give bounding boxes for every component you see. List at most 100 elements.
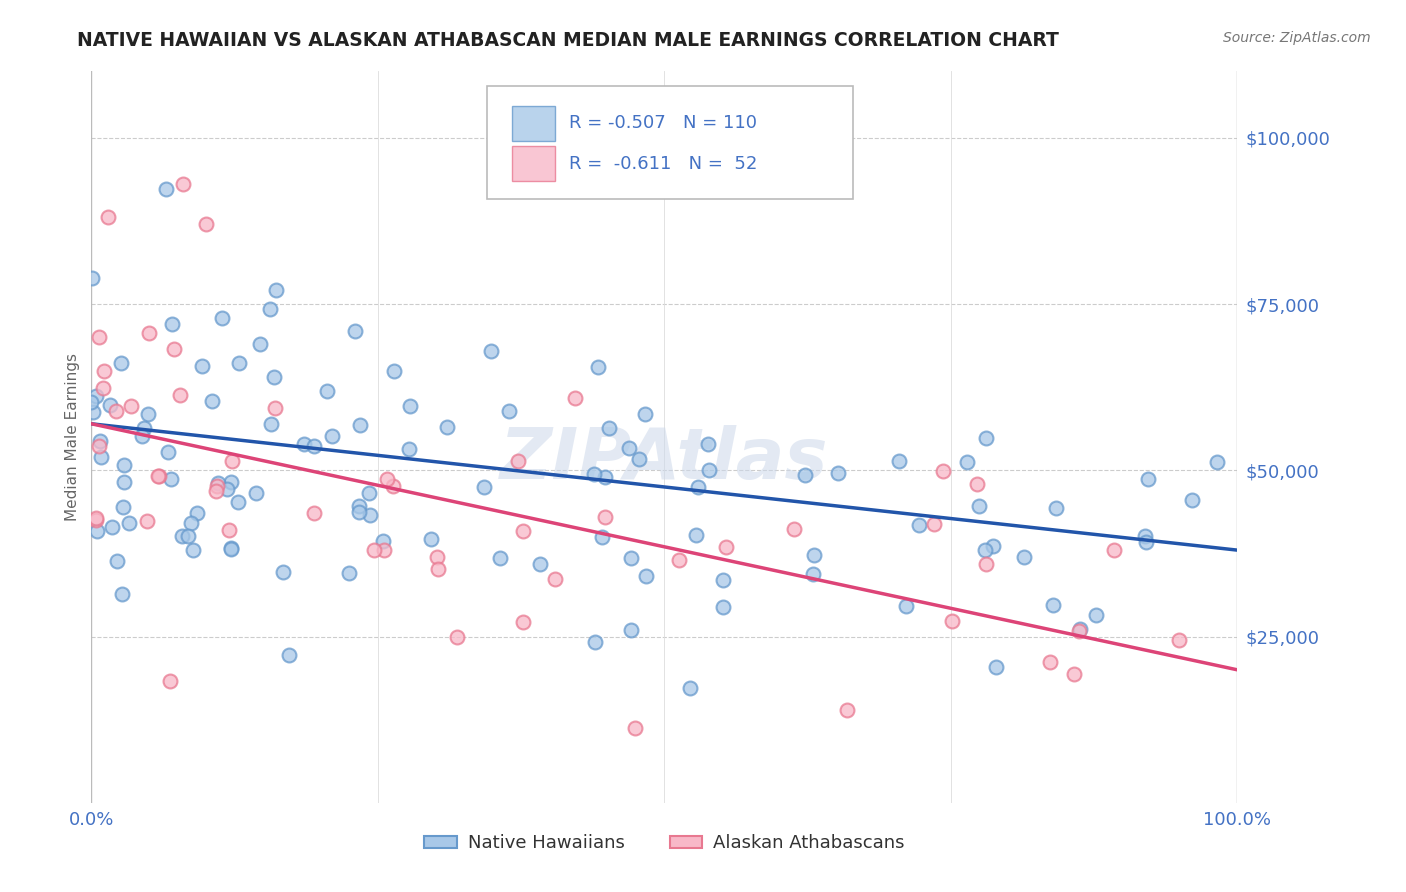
Point — [271, 565, 294, 579]
Point — [436, 419, 458, 434]
Point — [543, 572, 565, 586]
Point — [228, 356, 250, 370]
Point — [593, 510, 616, 524]
Text: R =  -0.611   N =  52: R = -0.611 N = 52 — [569, 154, 758, 172]
Point — [976, 431, 998, 445]
Point — [204, 484, 226, 499]
Point — [180, 516, 202, 530]
Point — [894, 599, 917, 614]
Point — [89, 434, 111, 448]
Point — [586, 360, 609, 375]
Legend: Native Hawaiians, Alaskan Athabascans: Native Hawaiians, Alaskan Athabascans — [418, 827, 911, 860]
Point — [111, 587, 134, 601]
Point — [974, 558, 997, 572]
Point — [215, 482, 238, 496]
Point — [697, 437, 720, 451]
Point — [1135, 535, 1157, 549]
Point — [112, 475, 135, 490]
Point — [506, 454, 529, 468]
Point — [263, 369, 285, 384]
Point — [162, 343, 184, 357]
Point — [479, 344, 502, 359]
Point — [398, 442, 420, 456]
Point — [105, 404, 128, 418]
Point — [1069, 622, 1091, 636]
Point — [80, 395, 103, 409]
Point — [922, 517, 945, 532]
Point — [177, 529, 200, 543]
Point — [344, 324, 367, 338]
Point — [120, 399, 142, 413]
Point — [218, 523, 240, 537]
FancyBboxPatch shape — [512, 146, 555, 181]
Point — [110, 356, 132, 370]
Point — [472, 480, 495, 494]
Point — [304, 507, 326, 521]
Point — [84, 389, 107, 403]
Point — [321, 429, 343, 443]
Point — [420, 533, 443, 547]
Point — [84, 513, 107, 527]
Point — [384, 364, 406, 378]
Point — [399, 399, 422, 413]
Point — [686, 479, 709, 493]
Point — [679, 681, 702, 696]
Point — [887, 454, 910, 468]
Text: NATIVE HAWAIIAN VS ALASKAN ATHABASCAN MEDIAN MALE EARNINGS CORRELATION CHART: NATIVE HAWAIIAN VS ALASKAN ATHABASCAN ME… — [77, 31, 1059, 50]
Point — [134, 421, 156, 435]
Point — [488, 551, 510, 566]
Point — [529, 557, 551, 571]
Point — [801, 566, 824, 581]
Point — [1206, 455, 1229, 469]
Point — [668, 552, 690, 566]
Point — [111, 500, 134, 515]
Point — [337, 566, 360, 580]
Point — [260, 417, 283, 431]
Point — [117, 516, 139, 531]
Point — [90, 450, 112, 464]
Text: R = -0.507   N = 110: R = -0.507 N = 110 — [569, 114, 758, 132]
FancyBboxPatch shape — [486, 86, 853, 200]
Point — [101, 519, 124, 533]
Point — [82, 405, 104, 419]
Point — [131, 428, 153, 442]
Point — [794, 467, 817, 482]
Point — [1085, 607, 1108, 622]
Point — [1137, 472, 1160, 486]
Point — [89, 439, 111, 453]
Point — [974, 543, 997, 558]
Point — [302, 439, 325, 453]
Point — [112, 458, 135, 472]
Point — [263, 401, 285, 415]
Point — [697, 463, 720, 477]
Point — [264, 283, 287, 297]
Point — [981, 540, 1004, 554]
Point — [714, 540, 737, 554]
Point — [221, 475, 243, 489]
Point — [1167, 632, 1189, 647]
Point — [93, 381, 115, 395]
Point — [932, 464, 955, 478]
Point — [1133, 529, 1156, 543]
Point — [148, 469, 170, 483]
Point — [136, 514, 159, 528]
Point — [634, 568, 657, 582]
Point — [620, 623, 643, 637]
Point — [591, 530, 613, 544]
Point — [498, 404, 520, 418]
Text: ZIPAtlas: ZIPAtlas — [501, 425, 828, 493]
Text: Source: ZipAtlas.com: Source: ZipAtlas.com — [1223, 31, 1371, 45]
Point — [941, 614, 963, 628]
Point — [221, 454, 243, 468]
Point — [211, 311, 233, 326]
Point — [226, 495, 249, 509]
Point — [446, 631, 468, 645]
Point — [1039, 655, 1062, 669]
Point — [170, 529, 193, 543]
Point — [1042, 598, 1064, 612]
Point — [377, 472, 399, 486]
Point — [157, 445, 180, 459]
Point — [172, 178, 194, 192]
Point — [617, 442, 640, 456]
Point — [315, 384, 337, 398]
